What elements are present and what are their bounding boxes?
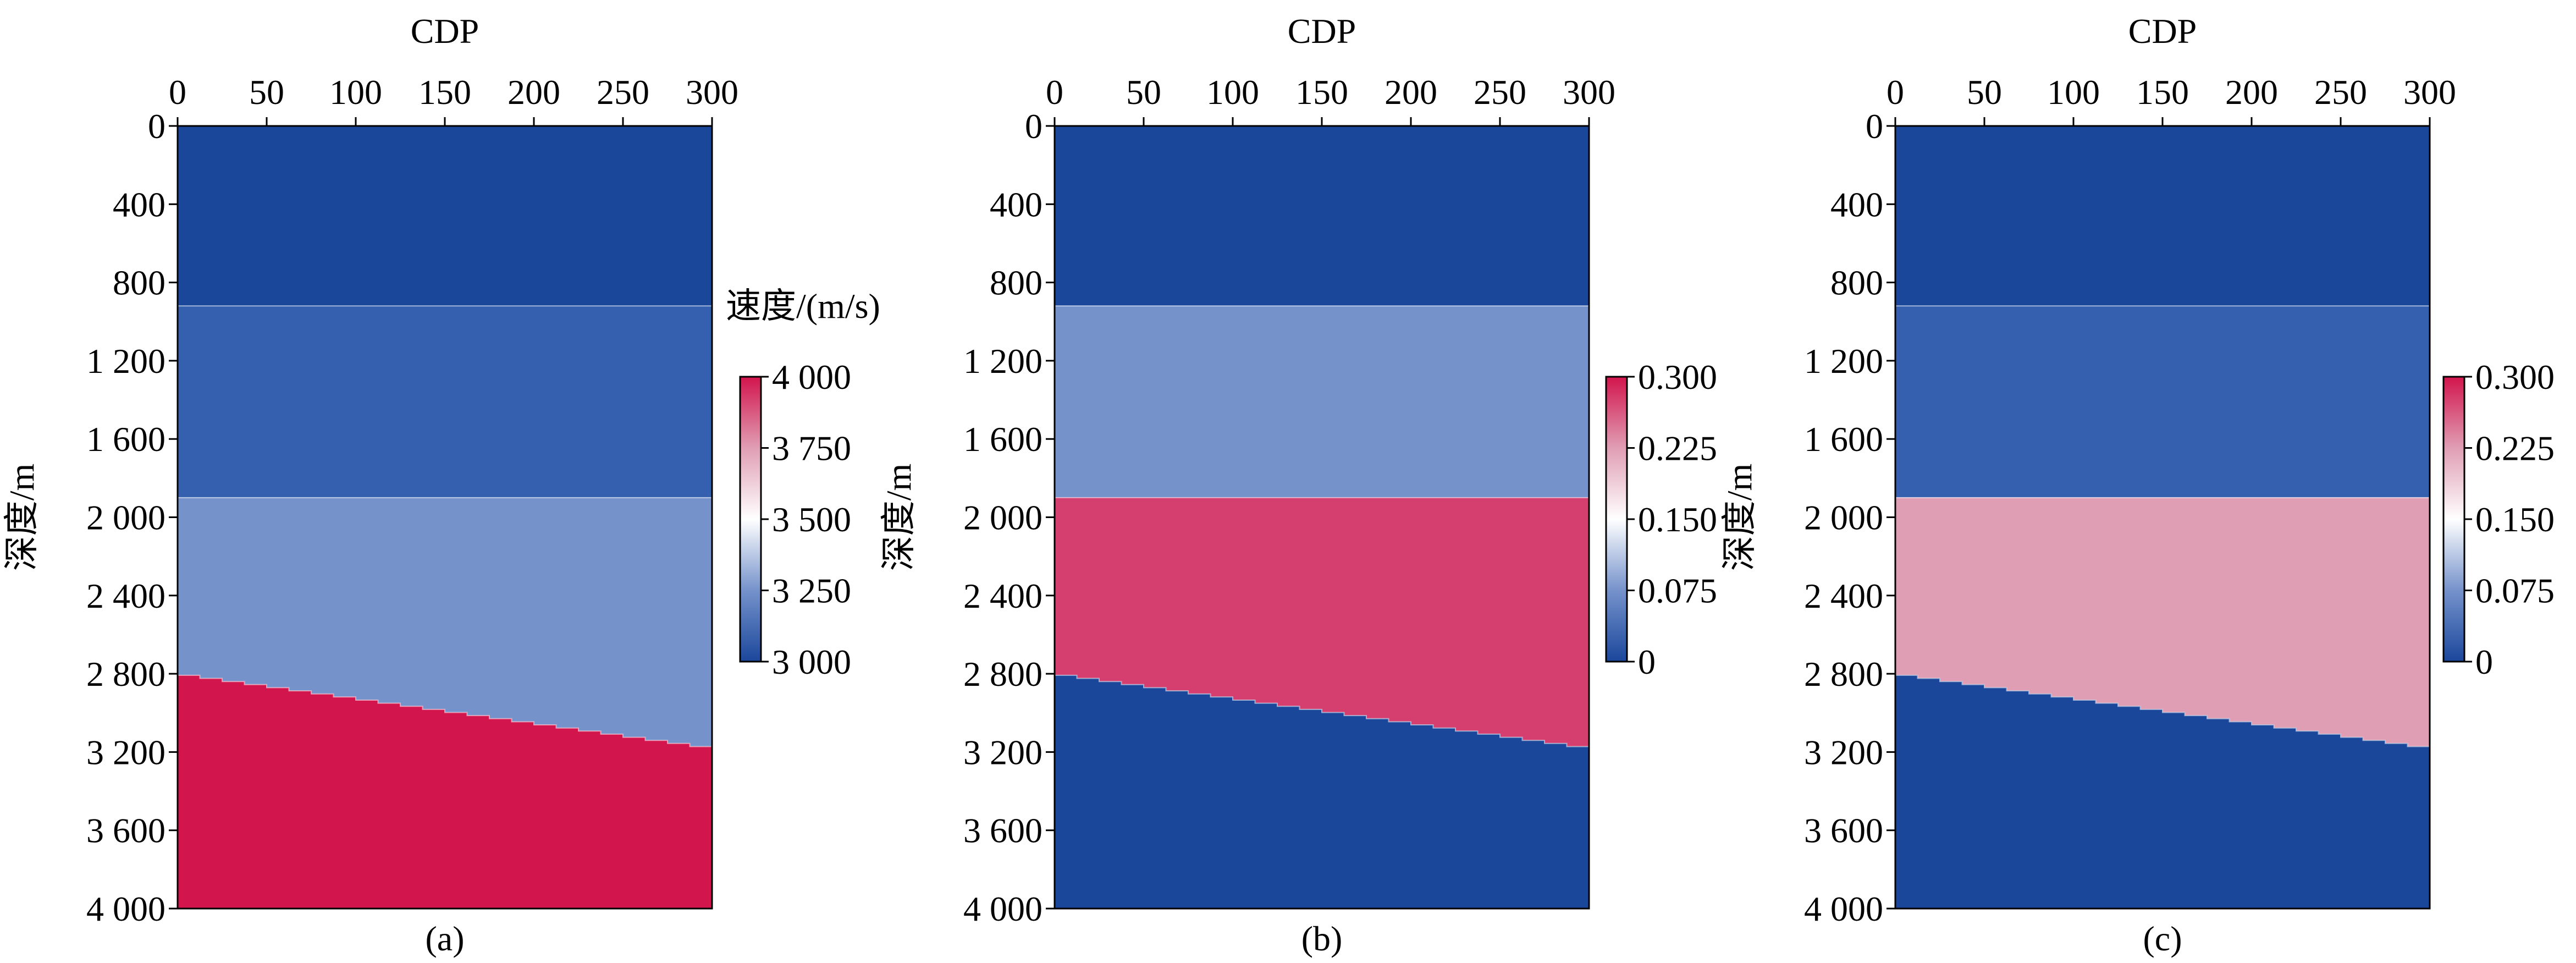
layer-boundary: [178, 674, 712, 747]
x-tick-label: 100: [329, 73, 382, 112]
colorbar-tick-label: 0.075: [1638, 571, 1717, 610]
y-tick-label: 3 600: [1804, 811, 1883, 850]
x-tick-label: 300: [2403, 73, 2456, 112]
panel-label: (a): [425, 919, 464, 958]
x-tick-label: 250: [597, 73, 649, 112]
velocity-layer-1: [177, 125, 713, 306]
colorbar-tick-label: 0.225: [2475, 429, 2555, 468]
y-tick-label: 2 000: [86, 498, 166, 537]
y-tick-label: 1 200: [1804, 342, 1883, 381]
velocity-layer-1: [1054, 125, 1590, 306]
colorbar: [739, 376, 762, 663]
x-tick-label: 250: [2314, 73, 2367, 112]
y-tick-label: 1 200: [86, 342, 166, 381]
y-tick-label: 3 600: [86, 811, 166, 850]
velocity-layer-2: [177, 305, 713, 498]
colorbar-tick-label: 0: [1638, 642, 1656, 681]
y-tick-label: 2 000: [1804, 498, 1883, 537]
y-tick-label: 4 000: [86, 889, 166, 928]
colorbar-title: 速度/(m/s): [726, 287, 880, 326]
y-axis-label: 深度/m: [1720, 464, 1759, 571]
colorbar-tick-label: 3 000: [772, 642, 851, 681]
colorbar-tick-label: 4 000: [772, 357, 851, 397]
x-tick-label: 200: [1384, 73, 1437, 112]
y-tick-label: 2 800: [1804, 654, 1883, 694]
x-tick-label: 150: [2136, 73, 2189, 112]
y-tick-label: 4 000: [963, 889, 1042, 928]
panel-c: 0 50 100 150 200 250 300 CDP 0 400 800 1 200 1 600 2 …: [1720, 12, 2555, 958]
y-tick-label: 2 000: [963, 498, 1042, 537]
velocity-layer-2: [1054, 305, 1590, 498]
colorbar: [2442, 376, 2465, 663]
colorbar-tick-label: 0.225: [1638, 429, 1717, 468]
layer-boundary: [1055, 674, 1589, 747]
colorbar-tick-label: 3 750: [772, 429, 851, 468]
y-tick-label: 400: [990, 185, 1042, 224]
layer-boundary: [1895, 674, 2430, 747]
velocity-layer-2: [1895, 305, 2430, 498]
velocity-layer-1: [1895, 125, 2430, 306]
x-axis-label: CDP: [411, 12, 479, 51]
y-tick-label: 400: [113, 185, 166, 224]
x-axis-label: CDP: [1288, 12, 1356, 51]
x-tick-label: 50: [1967, 73, 2002, 112]
x-tick-label: 200: [2225, 73, 2278, 112]
y-tick-label: 1 600: [1804, 420, 1883, 459]
panel-label: (c): [2143, 919, 2182, 958]
y-tick-label: 2 400: [1804, 576, 1883, 615]
y-tick-label: 2 800: [86, 654, 166, 694]
y-axis-label: 深度/m: [2, 464, 41, 571]
y-tick-label: 1 600: [963, 420, 1042, 459]
y-tick-label: 800: [1830, 263, 1883, 302]
x-tick-label: 0: [169, 73, 186, 112]
x-tick-label: 250: [1474, 73, 1526, 112]
colorbar-tick-label: 3 250: [772, 571, 851, 610]
x-tick-label: 150: [1295, 73, 1348, 112]
x-tick-label: 300: [1563, 73, 1615, 112]
x-tick-label: 50: [1126, 73, 1161, 112]
colorbar-tick-label: 3 500: [772, 500, 851, 539]
y-tick-label: 3 600: [963, 811, 1042, 850]
y-tick-label: 1 600: [86, 420, 166, 459]
x-tick-label: 0: [1046, 73, 1063, 112]
y-tick-label: 800: [113, 263, 166, 302]
x-axis-label: CDP: [2128, 12, 2197, 51]
colorbar-tick-label: 0.075: [2475, 571, 2555, 610]
x-tick-label: 100: [1206, 73, 1259, 112]
x-tick-label: 50: [249, 73, 284, 112]
x-tick-label: 300: [686, 73, 738, 112]
y-tick-label: 2 800: [963, 654, 1042, 694]
y-tick-label: 3 200: [963, 733, 1042, 772]
colorbar-tick-label: 0.150: [1638, 500, 1717, 539]
panel-a: 0 50 100 150 200 250 300 CDP 0 400 800 1 200 1 600 2 …: [2, 12, 880, 958]
y-tick-label: 2 400: [86, 576, 166, 615]
x-tick-label: 200: [508, 73, 560, 112]
y-tick-label: 800: [990, 263, 1042, 302]
panel-label: (b): [1301, 919, 1343, 958]
x-tick-label: 100: [2047, 73, 2100, 112]
y-tick-label: 4 000: [1804, 889, 1883, 928]
colorbar: [1605, 376, 1628, 663]
y-tick-label: 1 200: [963, 342, 1042, 381]
y-tick-label: 400: [1830, 185, 1883, 224]
y-tick-label: 3 200: [1804, 733, 1883, 772]
y-tick-label: 3 200: [86, 733, 166, 772]
y-tick-label: 0: [1866, 107, 1883, 146]
y-tick-label: 0: [1025, 107, 1042, 146]
colorbar-tick-label: 0.300: [1638, 357, 1717, 397]
panel-b: 0 50 100 150 200 250 300 CDP 0 400 800 1 200 1 600 2 …: [879, 12, 1717, 958]
y-axis-label: 深度/m: [879, 464, 918, 571]
colorbar-tick-label: 0.150: [2475, 500, 2555, 539]
colorbar-tick-label: 0.300: [2475, 357, 2555, 397]
x-tick-label: 0: [1887, 73, 1904, 112]
colorbar-tick-label: 0: [2475, 642, 2493, 681]
y-tick-label: 2 400: [963, 576, 1042, 615]
y-tick-label: 0: [148, 107, 166, 146]
x-tick-label: 150: [418, 73, 471, 112]
